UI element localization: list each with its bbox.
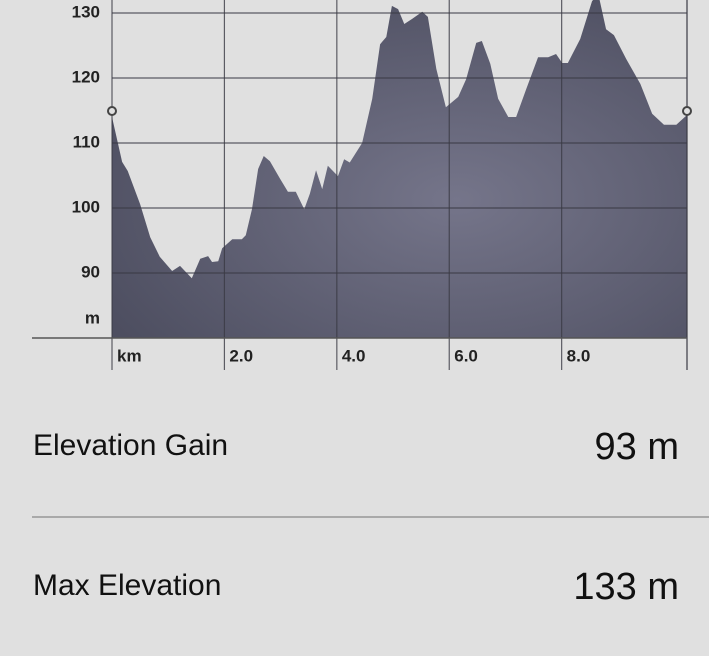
y-tick-label: 120 (72, 67, 100, 86)
x-tick-label: 8.0 (567, 346, 591, 365)
stat-value: 133 m (573, 566, 679, 608)
x-tick-label: 2.0 (229, 346, 253, 365)
x-tick-label: km (117, 346, 142, 365)
endpoint-marker (107, 106, 117, 116)
stat-value: 93 m (595, 426, 679, 468)
stat-label: Max Elevation (33, 569, 221, 602)
y-axis-label: m (85, 308, 100, 327)
elevation-area (112, 0, 687, 338)
stat-label: Elevation Gain (33, 429, 228, 462)
endpoint-marker (682, 106, 692, 116)
y-tick-label: 130 (72, 2, 100, 21)
y-tick-label: 100 (72, 197, 100, 216)
y-tick-label: 90 (81, 262, 100, 281)
x-tick-label: 6.0 (454, 346, 478, 365)
y-tick-label: 110 (73, 132, 100, 151)
x-tick-label: 4.0 (342, 346, 366, 365)
elevation-chart: 90 100 110 120 130 mkm 2.0 4.0 6.0 8.0 (32, 0, 692, 370)
